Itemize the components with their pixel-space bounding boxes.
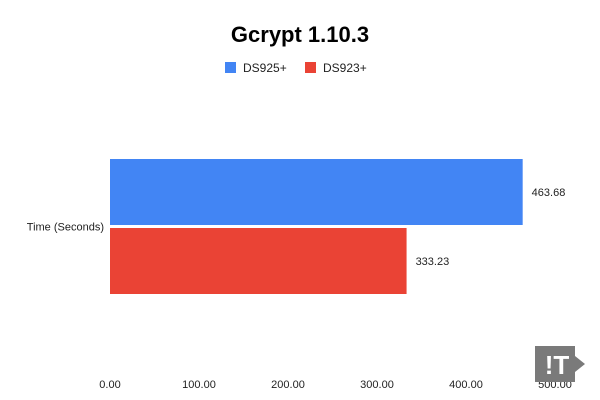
bar-2 [110, 228, 407, 294]
site-logo: !T [535, 346, 585, 382]
legend-swatch-2 [305, 62, 316, 73]
logo-arrow-icon [575, 356, 585, 372]
x-tick-label-3: 200.00 [271, 379, 305, 391]
x-axis: 0.00 100.00 200.00 300.00 400.00 500.00 [99, 379, 572, 391]
data-label-1: 463.68 [532, 187, 566, 199]
legend: DS925+ DS923+ [225, 61, 367, 75]
category-label: Time (Seconds) [27, 222, 104, 234]
logo-text: !T [545, 350, 570, 380]
bar-group: 463.68 333.23 Time (Seconds) [27, 159, 566, 294]
data-label-2: 333.23 [416, 256, 450, 268]
x-tick-label-1: 0.00 [99, 379, 120, 391]
chart-title: Gcrypt 1.10.3 [231, 22, 369, 47]
legend-label-1: DS925+ [243, 61, 287, 75]
legend-swatch-1 [225, 62, 236, 73]
legend-label-2: DS923+ [323, 61, 367, 75]
logo-background [535, 346, 575, 382]
x-tick-label-2: 100.00 [182, 379, 216, 391]
x-tick-label-4: 300.00 [360, 379, 394, 391]
x-tick-label-5: 400.00 [449, 379, 483, 391]
bar-1 [110, 159, 523, 225]
